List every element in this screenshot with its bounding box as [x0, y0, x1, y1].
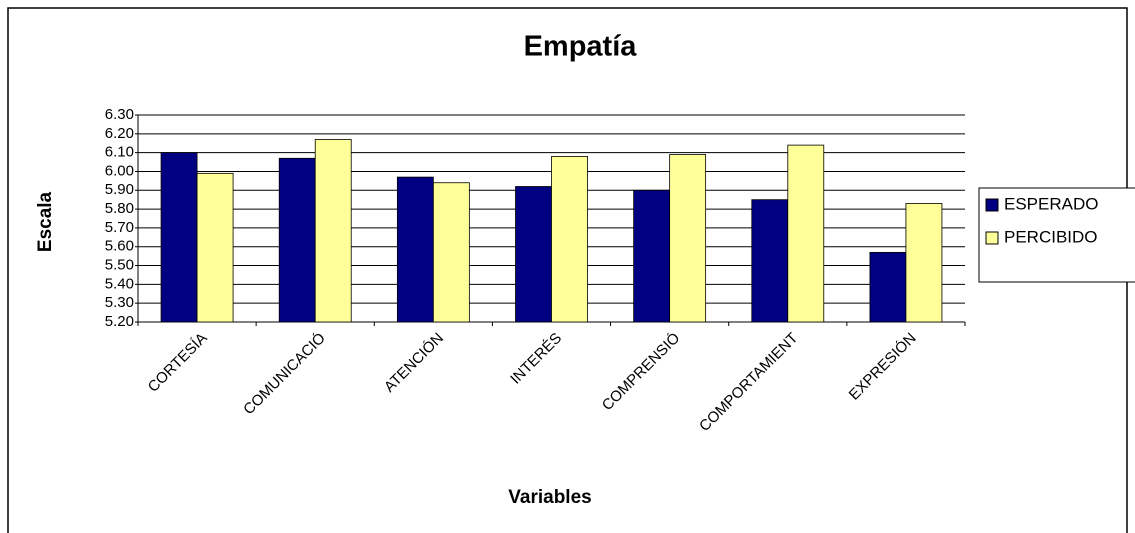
bar: [396, 176, 434, 323]
bar: [432, 182, 470, 323]
legend-box: [978, 187, 1135, 283]
bar: [787, 144, 825, 323]
bar: [633, 189, 671, 323]
legend-label: PERCIBIDO: [1004, 227, 1098, 246]
bar: [314, 139, 352, 323]
y-tick-label: 5.70: [105, 219, 134, 236]
y-tick-label: 5.40: [105, 275, 134, 292]
x-axis-label: Variables: [508, 487, 591, 508]
bar: [669, 154, 707, 323]
y-tick-label: 6.00: [105, 162, 134, 179]
y-tick-label: 5.50: [105, 257, 134, 274]
bar: [160, 152, 198, 323]
y-tick-label: 5.60: [105, 238, 134, 255]
bar: [869, 251, 907, 323]
y-tick-label: 6.30: [105, 106, 134, 123]
legend-swatch: [985, 231, 999, 245]
y-tick-label: 5.20: [105, 313, 134, 330]
y-tick-label: 5.80: [105, 200, 134, 217]
chart-title: Empatía: [524, 31, 638, 63]
bar: [278, 157, 316, 323]
y-tick-label: 6.20: [105, 125, 134, 142]
bar: [905, 203, 943, 323]
y-tick-label: 5.90: [105, 181, 134, 198]
bar: [551, 155, 588, 323]
y-tick-label: 6.10: [105, 144, 134, 161]
legend-label: ESPERADO: [1004, 194, 1098, 213]
legend-swatch: [985, 198, 999, 212]
bar: [196, 172, 234, 323]
bar: [751, 199, 789, 323]
y-tick-label: 5.30: [105, 294, 134, 311]
bar: [515, 186, 552, 323]
y-axis-label: Escala: [35, 191, 56, 252]
